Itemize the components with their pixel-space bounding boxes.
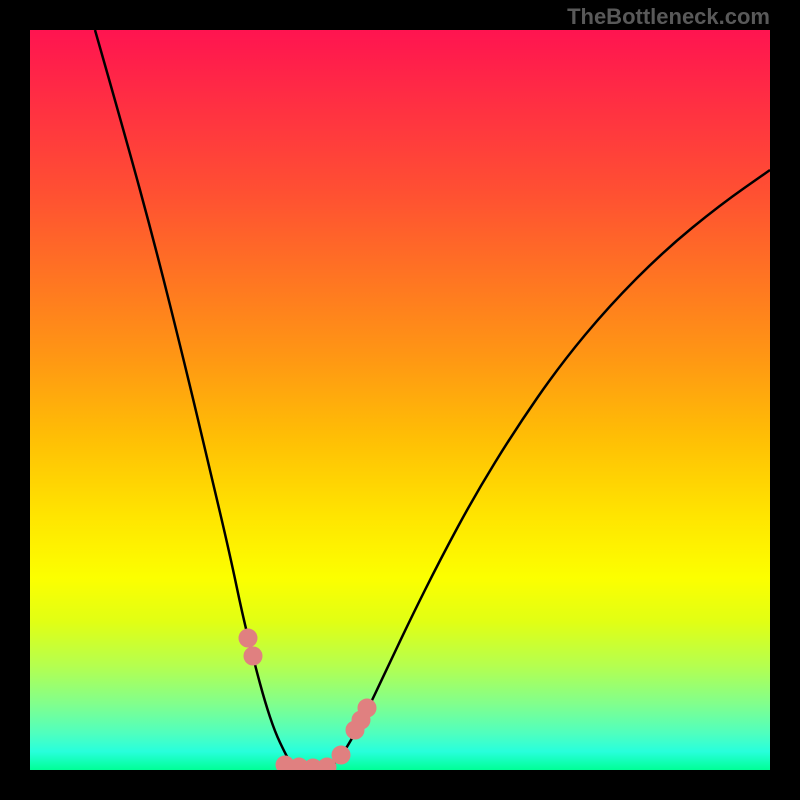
data-marker xyxy=(244,647,262,665)
bottleneck-curve xyxy=(95,30,770,769)
marker-group xyxy=(239,629,376,770)
data-marker xyxy=(239,629,257,647)
chart-stage: TheBottleneck.com xyxy=(0,0,800,800)
data-marker xyxy=(332,746,350,764)
plot-frame xyxy=(30,30,770,770)
data-marker xyxy=(358,699,376,717)
curve-layer xyxy=(30,30,770,770)
watermark-text: TheBottleneck.com xyxy=(567,4,770,30)
